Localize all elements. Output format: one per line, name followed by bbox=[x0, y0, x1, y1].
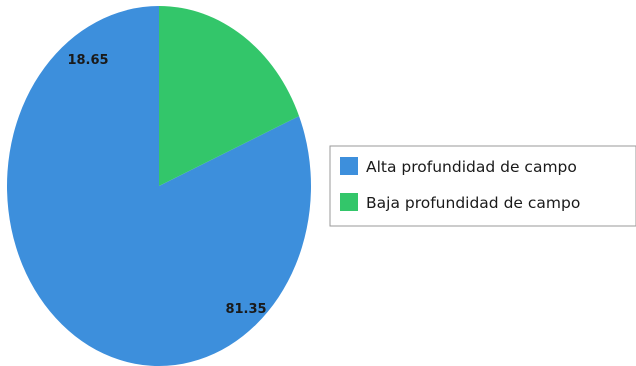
legend: Alta profundidad de campo Baja profundid… bbox=[329, 145, 636, 227]
legend-frame bbox=[329, 145, 636, 227]
legend-label-baja: Baja profundidad de campo bbox=[366, 194, 580, 212]
legend-swatch-alta bbox=[340, 157, 358, 175]
pie-slice-baja bbox=[159, 6, 300, 186]
slice-value-label-alta: 81.35 bbox=[225, 302, 266, 317]
legend-label-alta: Alta profundidad de campo bbox=[366, 158, 577, 176]
legend-swatch-baja bbox=[340, 193, 358, 211]
slice-value-label-baja: 18.65 bbox=[67, 53, 108, 68]
pie-slices bbox=[6, 6, 311, 366]
pie-value-labels: 81.35 18.65 bbox=[67, 53, 266, 317]
